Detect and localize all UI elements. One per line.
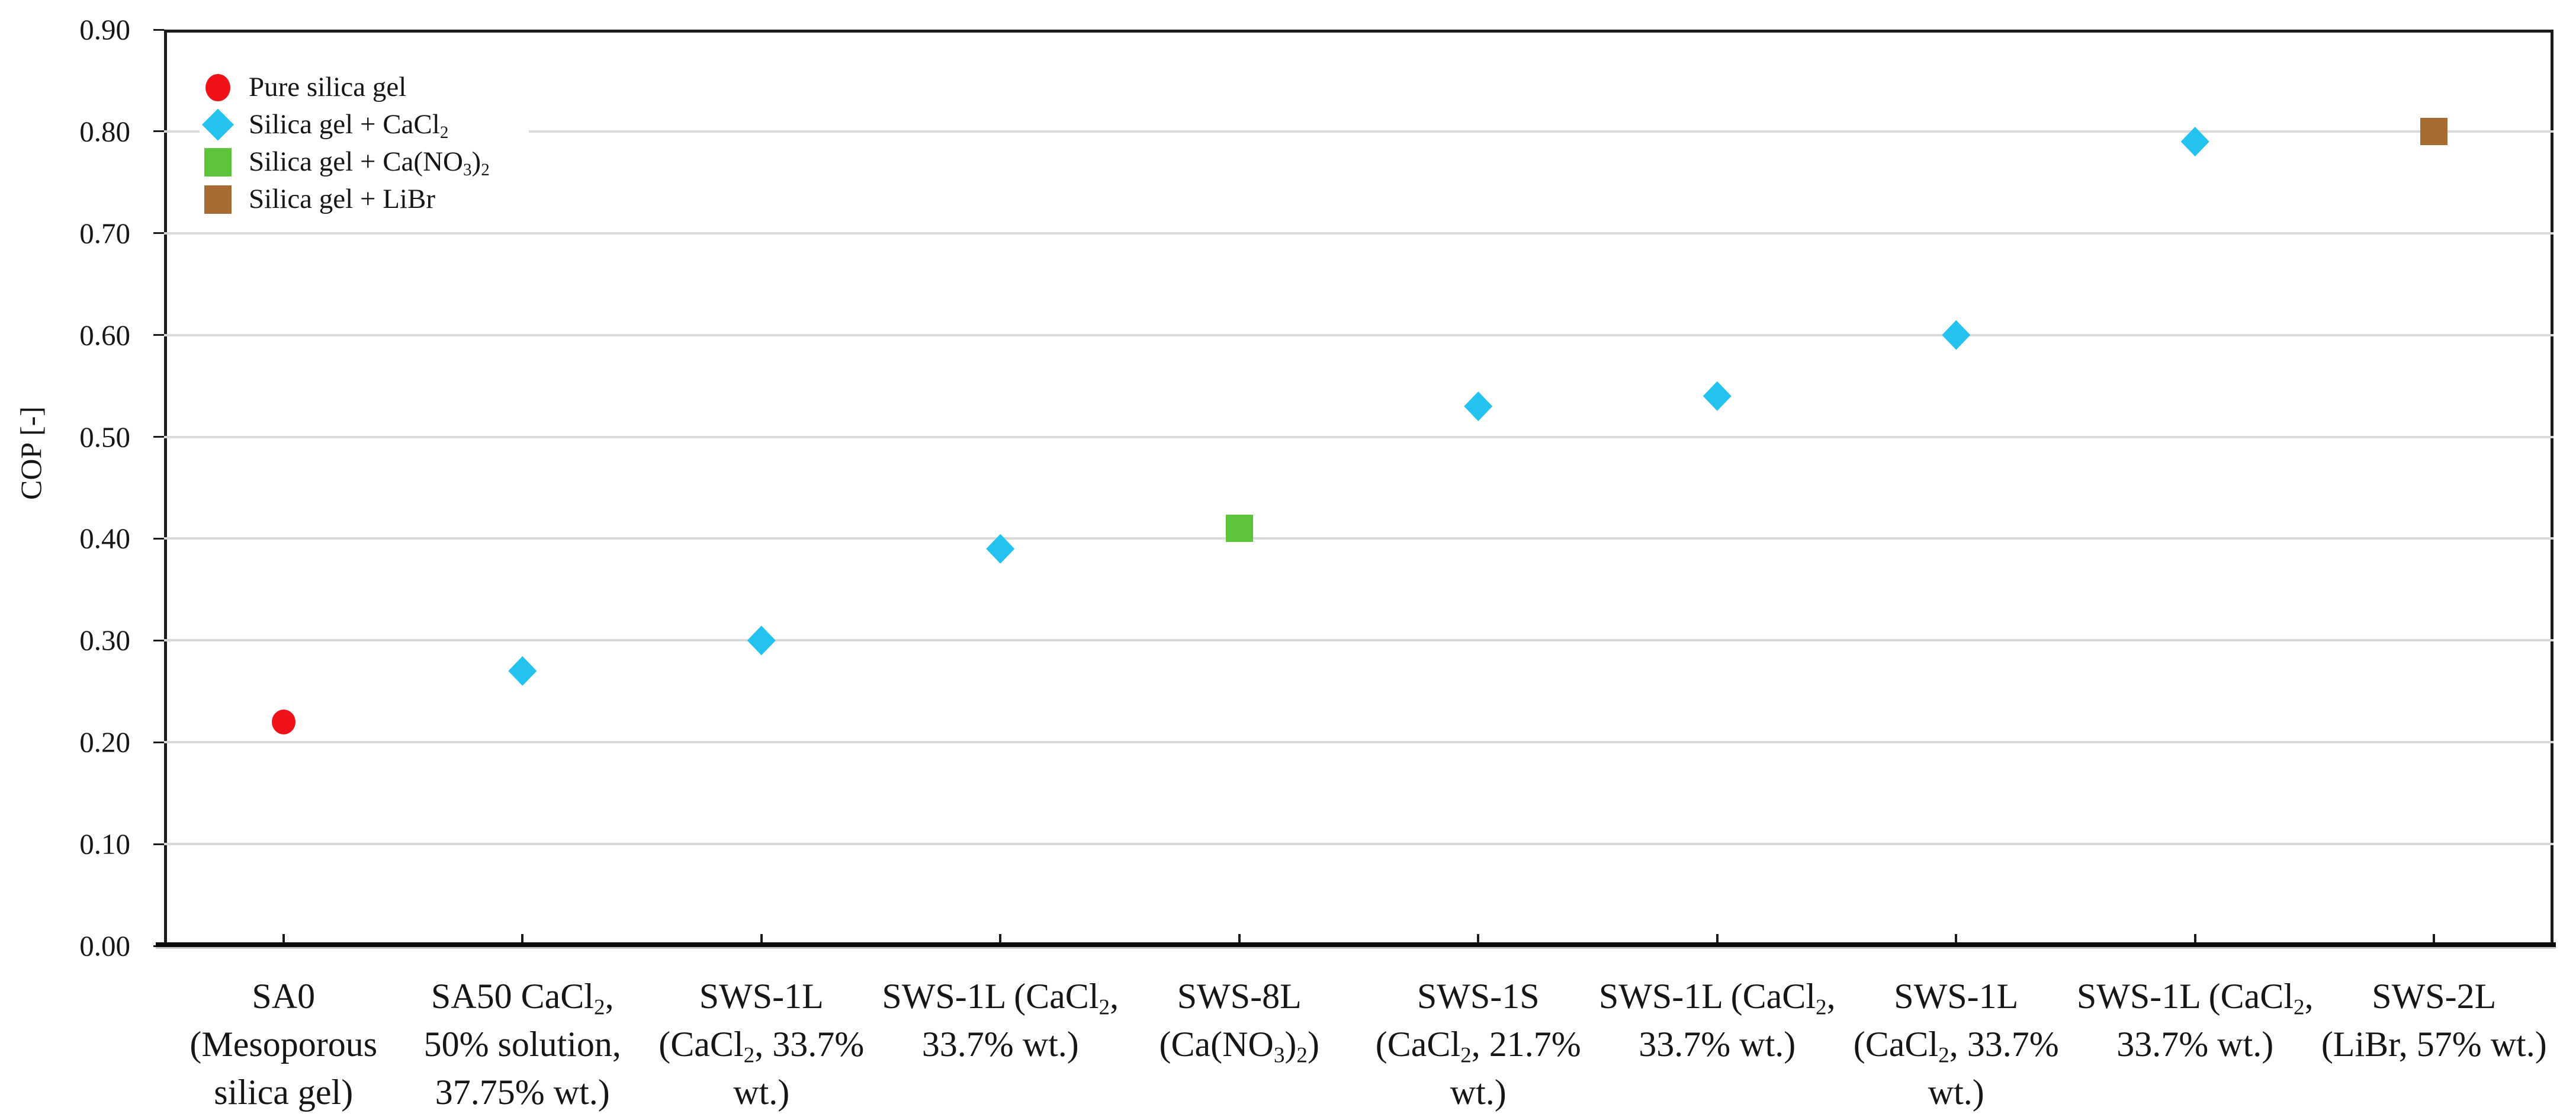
y-tick-label: 0.40 [79, 522, 130, 555]
y-axis-tick [153, 28, 164, 31]
x-axis-label-line: SWS-1S [1417, 977, 1540, 1016]
x-axis-label-line: SWS-1L [1894, 977, 2019, 1016]
y-axis-title: COP [-] [14, 406, 47, 500]
x-axis-label-line: SWS-8L [1177, 977, 1302, 1016]
x-axis-tick [1716, 934, 1719, 942]
y-axis-tick [153, 334, 164, 336]
legend: Pure silica gel Silica gel + CaCl2 Silica … [200, 69, 529, 219]
x-axis-tick [1477, 934, 1480, 942]
gridline [164, 333, 2553, 336]
x-axis-tick [2193, 934, 2196, 942]
y-axis-tick [153, 232, 164, 235]
legend-label: Silica gel + CaCl2 [249, 109, 449, 143]
x-axis-label-line: (CaCl2, 33.7% [1853, 1025, 2059, 1068]
gridline [164, 843, 2553, 846]
legend-label: Pure silica gel [249, 72, 407, 102]
y-tick-label: 0.20 [79, 726, 130, 759]
y-tick-label: 0.80 [79, 115, 130, 148]
y-axis-tick [153, 537, 164, 540]
x-axis-line [156, 942, 2556, 947]
y-tick-label: 0.70 [79, 217, 130, 250]
y-axis-tick [153, 130, 164, 133]
gridline [164, 639, 2553, 642]
x-axis-category-label: SWS-1L (CaCl2, 33.7% wt.) [1817, 973, 2095, 1116]
data-point-marker [1225, 515, 1253, 543]
gridline [164, 435, 2553, 438]
y-axis-tick [153, 843, 164, 845]
x-axis-category-label: SA50 CaCl2, 50% solution, 37.75% wt.) [383, 973, 661, 1116]
gridline [164, 537, 2553, 540]
x-axis-label-line: SWS-1L [699, 977, 824, 1016]
legend-item: Silica gel + Ca(NO3)2 [200, 143, 529, 181]
legend-item: Pure silica gel [200, 69, 529, 106]
legend-item: Silica gel + LiBr [200, 181, 529, 218]
x-axis-label-line: 33.7% wt.) [2116, 1025, 2274, 1064]
x-axis-category-label: SWS-1S (CaCl2, 21.7% wt.) [1339, 973, 1617, 1116]
gridline [164, 232, 2553, 235]
gridline [164, 130, 2553, 133]
x-axis-label-line: SWS-2L [2372, 977, 2497, 1016]
x-axis-label-line: SA0 [252, 977, 316, 1016]
x-axis-label-line: (Ca(NO3)2) [1159, 1025, 1319, 1068]
y-tick-label: 0.90 [79, 13, 130, 46]
x-axis-label-line: wt.) [733, 1073, 790, 1112]
x-axis-label-line: (LiBr, 57% wt.) [2321, 1025, 2547, 1064]
x-axis-tick [1238, 934, 1241, 942]
y-axis-tick [153, 436, 164, 438]
x-axis-category-label: SA0 (Mesoporous silica gel) [144, 973, 423, 1116]
y-axis-tick [153, 639, 164, 641]
y-axis-tick [153, 741, 164, 743]
plot-area [164, 30, 2553, 946]
x-axis-tick [760, 934, 763, 942]
x-axis-shadow [156, 947, 2556, 949]
legend-square-icon [204, 185, 232, 214]
x-axis-label-line: (CaCl2, 21.7% [1375, 1025, 1581, 1068]
x-axis-label-line: (CaCl2, 33.7% [659, 1025, 865, 1068]
x-axis-label-line: SWS-1L (CaCl2, [1598, 977, 1836, 1020]
x-axis-tick [999, 934, 1002, 942]
x-axis-label-line: 50% solution, [423, 1025, 621, 1064]
y-tick-label: 0.30 [79, 624, 130, 657]
legend-item: Silica gel + CaCl2 [200, 106, 529, 143]
x-axis-label-line: 37.75% wt.) [435, 1073, 610, 1112]
x-axis-category-label: SWS-1L (CaCl2, 33.7% wt.) [2056, 973, 2334, 1068]
x-axis-tick [2433, 934, 2436, 942]
x-axis-label-line: silica gel) [214, 1073, 354, 1112]
x-axis-label-line: SWS-1L (CaCl2, [882, 977, 1119, 1020]
x-axis-tick [1955, 934, 1958, 942]
y-tick-label: 0.10 [79, 827, 130, 861]
legend-label: Silica gel + Ca(NO3)2 [249, 146, 490, 180]
x-axis-label-line: 33.7% wt.) [921, 1025, 1079, 1064]
legend-label: Silica gel + LiBr [249, 184, 435, 214]
legend-circle-icon [205, 73, 230, 101]
x-axis-tick [282, 934, 285, 942]
x-axis-category-label: SWS-2L (LiBr, 57% wt.) [2295, 973, 2573, 1068]
x-axis-label-line: SA50 CaCl2, [431, 977, 614, 1020]
x-axis-label-line: 33.7% wt.) [1639, 1025, 1796, 1064]
y-tick-label: 0.50 [79, 421, 130, 454]
x-axis-label-line: (Mesoporous [189, 1025, 378, 1064]
y-tick-label: 0.00 [79, 929, 130, 962]
gridline [164, 741, 2553, 744]
x-axis-label-line: wt.) [1450, 1073, 1507, 1112]
data-point-marker [2420, 117, 2448, 145]
x-axis-label-line: wt.) [1928, 1073, 1984, 1112]
x-axis-tick [521, 934, 524, 942]
legend-diamond-icon [202, 108, 234, 141]
x-axis-category-label: SWS-1L (CaCl2, 33.7% wt.) [1578, 973, 1856, 1068]
x-axis-category-label: SWS-1L (CaCl2, 33.7% wt.) [861, 973, 1139, 1068]
x-axis-category-label: SWS-8L (Ca(NO3)2) [1100, 973, 1379, 1068]
data-point-marker [271, 709, 295, 734]
y-tick-label: 0.60 [79, 319, 130, 352]
x-axis-label-line: SWS-1L (CaCl2, [2076, 977, 2314, 1020]
legend-square-icon [204, 147, 232, 176]
x-axis-category-label: SWS-1L (CaCl2, 33.7% wt.) [622, 973, 901, 1116]
